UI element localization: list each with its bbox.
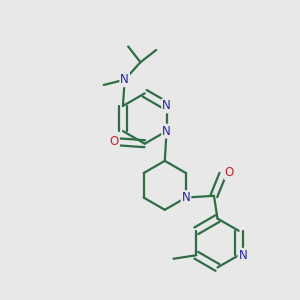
Text: N: N bbox=[162, 124, 171, 138]
Text: N: N bbox=[120, 73, 129, 86]
Text: N: N bbox=[162, 99, 171, 112]
Text: N: N bbox=[238, 249, 247, 262]
Text: N: N bbox=[182, 191, 190, 204]
Text: O: O bbox=[224, 166, 234, 179]
Text: O: O bbox=[110, 136, 119, 148]
